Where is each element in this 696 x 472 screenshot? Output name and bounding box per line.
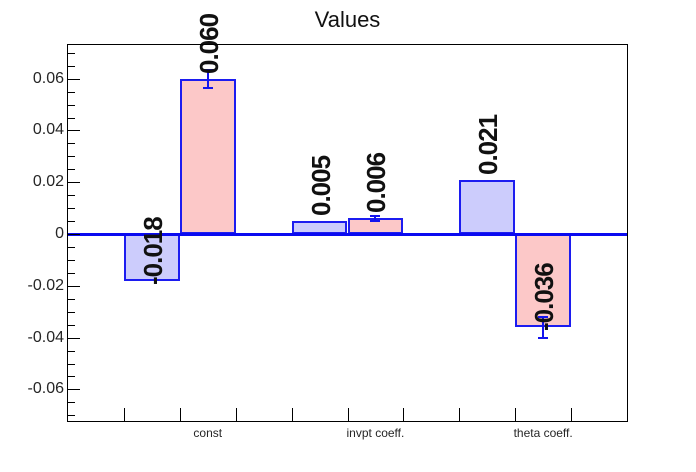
y-tick-minor xyxy=(68,415,75,417)
y-tick-major xyxy=(68,182,80,184)
x-category-label: invpt coeff. xyxy=(346,426,405,440)
y-tick-major xyxy=(68,285,80,287)
y-tick-minor xyxy=(68,246,75,248)
y-tick-minor xyxy=(68,195,75,197)
error-bar-line xyxy=(374,215,377,222)
y-tick-minor xyxy=(68,65,75,67)
error-bar-line xyxy=(206,69,209,88)
y-tick-minor xyxy=(68,143,75,145)
y-tick-minor xyxy=(68,402,75,404)
chart-title: Values xyxy=(314,7,381,32)
bar-blue xyxy=(291,221,348,235)
x-tick xyxy=(291,408,293,421)
y-tick-major xyxy=(68,78,80,80)
y-tick-minor xyxy=(68,117,75,119)
bar-pink xyxy=(179,78,236,235)
y-tick-minor xyxy=(68,311,75,313)
y-tick-minor xyxy=(68,221,75,223)
bar-value-label: -0.036 xyxy=(529,263,560,332)
y-tick-major xyxy=(68,389,80,391)
y-tick-label: 0.02 xyxy=(32,173,64,191)
x-tick xyxy=(179,408,181,421)
bar-value-label: 0.021 xyxy=(473,114,504,175)
y-tick-major xyxy=(68,337,80,339)
error-bar-line xyxy=(542,316,545,338)
y-tick-minor xyxy=(68,272,75,274)
y-tick-label: 0 xyxy=(55,225,64,243)
bar-value-label: 0.060 xyxy=(193,13,224,74)
error-bar-cap-top xyxy=(370,214,381,217)
x-category-label: theta coeff. xyxy=(513,426,573,440)
error-bar-cap-top xyxy=(202,68,213,71)
bar-value-label: 0.006 xyxy=(361,153,392,214)
x-tick xyxy=(571,408,573,421)
y-tick-minor xyxy=(68,350,75,352)
y-tick-label: -0.02 xyxy=(27,276,64,294)
x-tick xyxy=(347,408,349,421)
y-tick-label: 0.06 xyxy=(32,69,64,87)
error-bar-cap-bottom xyxy=(370,220,381,223)
x-tick xyxy=(459,408,461,421)
y-tick-minor xyxy=(68,91,75,93)
y-tick-minor xyxy=(68,363,75,365)
y-tick-minor xyxy=(68,208,75,210)
bar-value-label: 0.005 xyxy=(305,156,336,217)
y-tick-major xyxy=(68,234,80,236)
y-tick-minor xyxy=(68,104,75,106)
error-bar-cap-bottom xyxy=(202,86,213,89)
error-bar-cap-bottom xyxy=(538,336,549,339)
y-tick-minor xyxy=(68,169,75,171)
y-tick-minor xyxy=(68,324,75,326)
x-tick xyxy=(515,408,517,421)
x-category-label: const xyxy=(193,426,223,440)
error-bar-cap-top xyxy=(538,315,549,318)
y-tick-minor xyxy=(68,52,75,54)
x-tick xyxy=(123,408,125,421)
x-tick xyxy=(403,408,405,421)
bar-value-label: -0.018 xyxy=(137,216,168,285)
zero-line xyxy=(68,233,627,237)
x-tick xyxy=(235,408,237,421)
y-tick-label: -0.04 xyxy=(27,328,64,346)
y-tick-label: 0.04 xyxy=(32,121,64,139)
y-tick-label: -0.06 xyxy=(27,380,64,398)
y-tick-minor xyxy=(68,376,75,378)
y-tick-minor xyxy=(68,156,75,158)
y-tick-major xyxy=(68,130,80,132)
bar-blue xyxy=(459,179,516,235)
y-tick-minor xyxy=(68,298,75,300)
y-tick-minor xyxy=(68,259,75,261)
